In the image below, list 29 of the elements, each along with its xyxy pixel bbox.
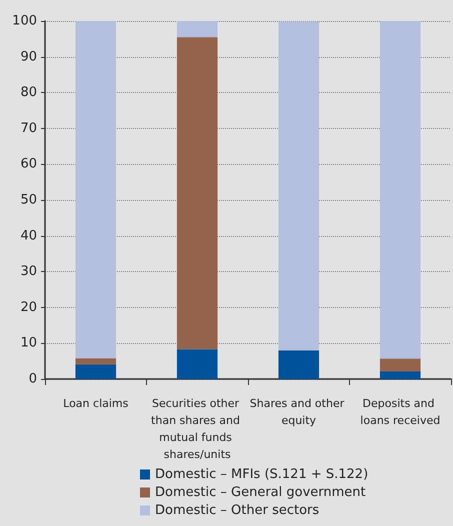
y-tick-label: 20 xyxy=(20,300,37,315)
bar xyxy=(380,371,421,379)
y-tick-label: 100 xyxy=(12,14,37,28)
bar xyxy=(176,37,218,350)
x-tick-label: Shares and other equity xyxy=(250,397,348,427)
y-tick-label: 40 xyxy=(20,228,37,244)
x-tick-label: Loan claims xyxy=(63,397,129,410)
y-tick-label: 30 xyxy=(20,264,37,280)
y-tick-label: 50 xyxy=(20,192,37,208)
y-tick-label: 10 xyxy=(20,336,37,351)
y-tick-label: 80 xyxy=(20,85,37,100)
bar xyxy=(380,21,421,359)
y-tick-label: 0 xyxy=(28,372,37,386)
y-tick-label: 60 xyxy=(20,156,37,172)
bar xyxy=(176,21,218,38)
x-tick-label: Securities other than shares and mutual funds shares/units xyxy=(151,397,244,461)
bar xyxy=(75,364,116,379)
legend-label: Domestic – MFIs (S.121 + S.122) xyxy=(155,467,368,482)
bar xyxy=(176,349,218,379)
x-tick-label: Deposits and loans received xyxy=(360,397,440,427)
bar xyxy=(380,358,421,372)
legend-label: Domestic – General government xyxy=(155,485,366,500)
bar xyxy=(75,358,116,364)
y-tick-label: 70 xyxy=(20,120,37,136)
bar xyxy=(278,350,320,379)
y-tick-label: 90 xyxy=(20,49,37,64)
bar xyxy=(75,21,116,358)
legend-label: Domestic – Other sectors xyxy=(155,503,320,518)
bar xyxy=(278,22,320,350)
